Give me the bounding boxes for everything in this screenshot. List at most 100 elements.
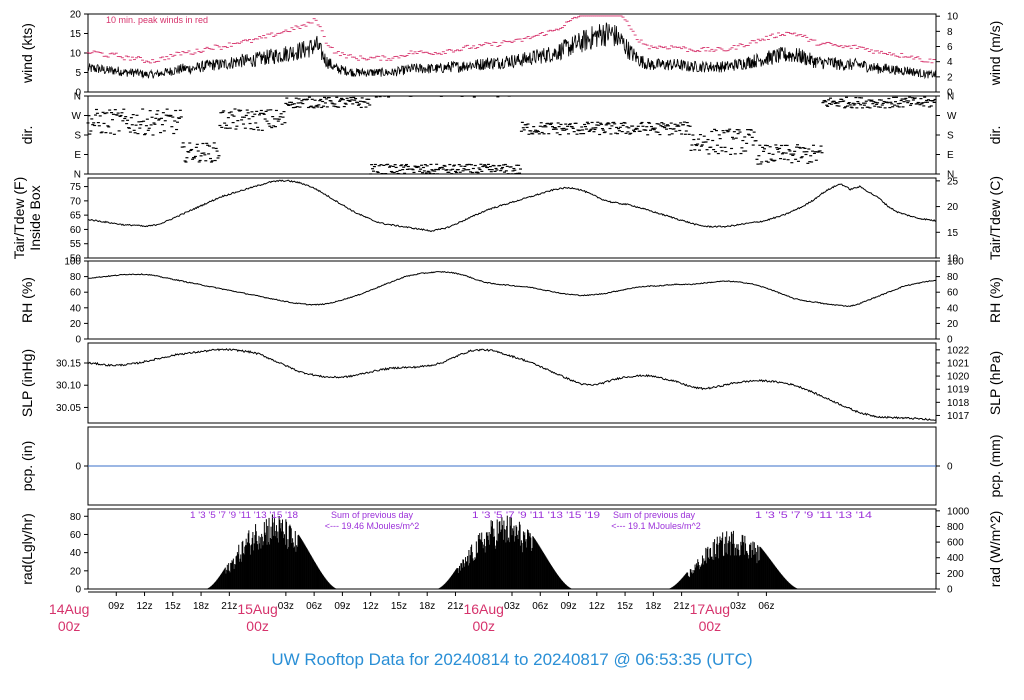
direction-series <box>86 95 937 175</box>
tick-label-right: 0 <box>947 462 953 473</box>
tick-label-left: 20 <box>70 566 82 577</box>
panel-frame <box>87 13 937 93</box>
hour-tick-label: 15z <box>165 601 181 612</box>
tick-label-right: 0 <box>947 335 953 346</box>
tick-label-left: S <box>74 131 81 142</box>
ylabel-left: Inside Box <box>27 185 43 250</box>
tick-label-right: 200 <box>947 569 964 580</box>
hour-tick-label: 12z <box>136 601 152 612</box>
ylabel-right: SLP (hPa) <box>987 351 1003 415</box>
tick-label-right: 1018 <box>947 398 970 409</box>
tick-label-right: 80 <box>947 272 959 283</box>
tick-label-left: W <box>72 111 82 122</box>
tick-label-left: 30.05 <box>56 403 81 414</box>
radiation-hour-markers: 1 '3 '5 '7 '9 '11 '13 '15 '19 <box>472 510 600 520</box>
panel-frame <box>87 342 937 424</box>
hour-tick-label: 09z <box>108 601 124 612</box>
tick-label-right: 40 <box>947 303 959 314</box>
radiation-note-line1: Sum of previous day <box>331 510 414 520</box>
tick-label-left: 60 <box>70 225 82 236</box>
tick-label-right: 1017 <box>947 411 970 422</box>
day-label: 17Aug <box>690 601 730 617</box>
tick-label-left: N <box>74 92 81 103</box>
tick-label-left: 100 <box>64 257 81 268</box>
tick-label-right: 100 <box>947 257 964 268</box>
hour-tick-label: 15z <box>391 601 407 612</box>
radiation-note-line1: Sum of previous day <box>613 510 696 520</box>
day-hour-label: 00z <box>472 618 495 634</box>
radiation-series <box>205 514 800 589</box>
panel-frame <box>87 260 937 340</box>
tick-label-right: N <box>947 170 954 181</box>
tick-label-left: 15 <box>70 29 82 40</box>
ylabel-left: RH (%) <box>19 277 35 323</box>
temperature-series <box>87 179 937 233</box>
tick-label-right: 600 <box>947 538 964 549</box>
tick-label-right: 400 <box>947 553 964 564</box>
tick-label-right: 10 <box>947 254 959 265</box>
hour-tick-label: 09z <box>560 601 576 612</box>
tick-label-left: 20 <box>70 319 82 330</box>
tick-label-left: 20 <box>70 10 82 21</box>
tick-label-right: 1020 <box>947 372 970 383</box>
ylabel-right: wind (m/s) <box>987 21 1003 87</box>
hour-tick-label: 15z <box>617 601 633 612</box>
ylabel-left: wind (kts) <box>19 23 35 84</box>
tick-label-left: 80 <box>70 512 82 523</box>
tick-label-right: 4 <box>947 57 953 68</box>
tick-label-left: 60 <box>70 288 82 299</box>
rh-series <box>88 270 937 308</box>
tick-label-right: 1019 <box>947 385 970 396</box>
tick-label-left: 0 <box>75 462 81 473</box>
chart-title: UW Rooftop Data for 20240814 to 20240817… <box>271 650 752 669</box>
tick-label-left: 55 <box>70 239 82 250</box>
tick-label-right: 0 <box>947 585 953 596</box>
ylabel-right: rad (W/m^2) <box>987 511 1003 588</box>
day-label: 16Aug <box>463 601 503 617</box>
hour-tick-label: 06z <box>758 601 774 612</box>
tick-label-right: 20 <box>947 319 959 330</box>
time-axis: 09z 12z 15z 18z 21z 03z 06z 09z 12z 15z 18z 21z 03z 0… <box>49 591 936 634</box>
hour-tick-label: 21z <box>447 601 463 612</box>
ylabel-left: rad(Lgly/hr) <box>19 513 35 585</box>
tick-label-right: 25 <box>947 176 959 187</box>
tick-label-left: E <box>74 150 81 161</box>
day-hour-label: 00z <box>58 618 81 634</box>
panel-temperature: Tair/Tdew (F) Inside Box Tair/Tdew (C) 50 55… <box>11 176 1003 265</box>
hour-tick-label: 18z <box>193 601 209 612</box>
tick-label-right: 0 <box>947 88 953 99</box>
panel-precip: pcp. (in) pcp. (mm) 0 0 <box>19 426 1003 506</box>
day-label: 14Aug <box>49 601 89 617</box>
tick-label-left: 10 <box>70 49 82 60</box>
hour-tick-label: 12z <box>589 601 605 612</box>
tick-label-left: 5 <box>75 68 81 79</box>
tick-label-right: 2 <box>947 72 953 83</box>
tick-label-right: S <box>947 131 954 142</box>
tick-label-right: 60 <box>947 288 959 299</box>
radiation-hour-markers: 1 '3 '5 '7 '9 '11 '13 '14 <box>755 510 872 520</box>
hour-tick-label: 21z <box>221 601 237 612</box>
hour-tick-label: 03z <box>730 601 746 612</box>
hour-tick-label: 03z <box>278 601 294 612</box>
ylabel-right: dir. <box>987 126 1003 145</box>
day-hour-label: 00z <box>699 618 722 634</box>
tick-label-right: N <box>947 92 954 103</box>
tick-label-right: 800 <box>947 522 964 533</box>
panel-rh: RH (%) RH (%) 0 20 40 60 80 100 0 20 40 60 80 100 <box>19 257 1003 346</box>
ylabel-right: RH (%) <box>987 277 1003 323</box>
tick-label-right: W <box>947 111 957 122</box>
peak-wind-series <box>86 15 936 64</box>
hour-tick-label: 06z <box>532 601 548 612</box>
peak-annotation: 10 min. peak winds in red <box>106 15 208 25</box>
panel-slp: SLP (inHg) SLP (hPa) 30.05 30.10 30.15 1017 10… <box>19 342 1003 424</box>
tick-label-right: 1022 <box>947 345 970 356</box>
tick-label-right: E <box>947 150 954 161</box>
panel-frame <box>87 177 937 259</box>
tick-label-left: 0 <box>75 585 81 596</box>
hour-tick-label: 18z <box>419 601 435 612</box>
tick-label-left: 75 <box>70 182 82 193</box>
ylabel-left: dir. <box>19 126 35 145</box>
wind-series <box>87 22 937 80</box>
slp-series <box>87 348 937 421</box>
